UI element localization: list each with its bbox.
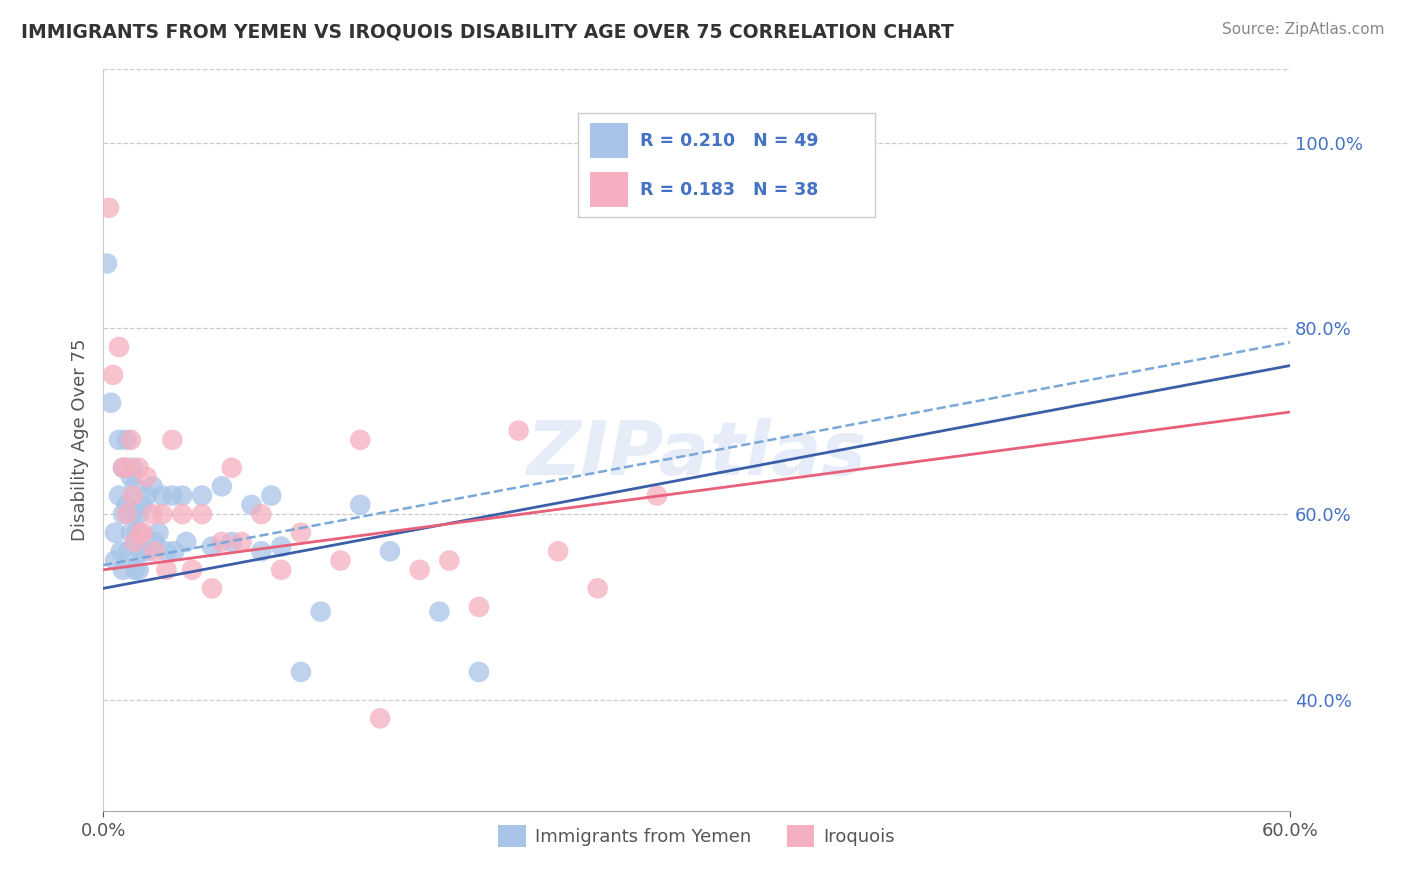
Point [172,489,194,503]
Point [181,563,204,577]
Point [309,605,332,619]
Point [124,479,146,493]
Legend: Immigrants from Yemen, Iroquois: Immigrants from Yemen, Iroquois [491,818,901,855]
Point [162,489,184,503]
Text: IMMIGRANTS FROM YEMEN VS IROQUOIS DISABILITY AGE OVER 75 CORRELATION CHART: IMMIGRANTS FROM YEMEN VS IROQUOIS DISABI… [21,22,953,41]
Point [211,479,233,493]
Point [110,544,132,558]
Y-axis label: Disability Age Over 75: Disability Age Over 75 [72,339,89,541]
Point [128,507,150,521]
Point [270,563,292,577]
Point [135,470,157,484]
Point [231,535,253,549]
Point [142,479,165,493]
Point [111,460,134,475]
Point [290,525,312,540]
Point [115,498,138,512]
Point [250,507,273,521]
Point [349,433,371,447]
Point [104,553,127,567]
Point [152,507,174,521]
Point [152,489,174,503]
Point [439,553,461,567]
Point [645,489,668,503]
Point [155,563,177,577]
Point [143,544,166,558]
Point [221,535,243,549]
Point [250,544,273,558]
Point [378,544,401,558]
Point [108,340,131,354]
Point [108,489,131,503]
Point [115,460,138,475]
Point [121,460,143,475]
Point [129,525,152,540]
Point [174,535,197,549]
Point [118,544,141,558]
Point [191,507,214,521]
Point [290,665,312,679]
Point [270,540,292,554]
Point [172,507,194,521]
Point [201,540,224,554]
Point [98,201,121,215]
Point [260,489,283,503]
Point [128,563,150,577]
Point [120,525,142,540]
Point [100,395,122,409]
Point [125,525,148,540]
Point [111,460,134,475]
Point [408,563,430,577]
Point [124,563,146,577]
Point [508,424,530,438]
Point [115,433,138,447]
Point [108,433,131,447]
Text: ZIPatlas: ZIPatlas [527,418,866,491]
Point [143,535,166,549]
Point [96,256,118,270]
Point [368,711,391,725]
Point [155,544,177,558]
Point [124,535,146,549]
Point [101,368,124,382]
Point [586,582,609,596]
Point [120,470,142,484]
Point [120,433,142,447]
Point [121,507,143,521]
Point [104,525,127,540]
Point [111,563,134,577]
Point [221,460,243,475]
Point [131,498,153,512]
Point [135,544,157,558]
Point [142,507,165,521]
Text: Source: ZipAtlas.com: Source: ZipAtlas.com [1222,22,1385,37]
Point [148,525,170,540]
Point [135,489,157,503]
Point [329,553,352,567]
Point [129,544,152,558]
Point [111,507,134,521]
Point [131,525,153,540]
Point [240,498,263,512]
Point [349,498,371,512]
Point [162,433,184,447]
Point [547,544,569,558]
Point [468,599,491,614]
Point [211,535,233,549]
Point [163,544,186,558]
Point [128,460,150,475]
Point [115,507,138,521]
Point [429,605,451,619]
Point [121,489,143,503]
Point [468,665,491,679]
Point [191,489,214,503]
Point [201,582,224,596]
